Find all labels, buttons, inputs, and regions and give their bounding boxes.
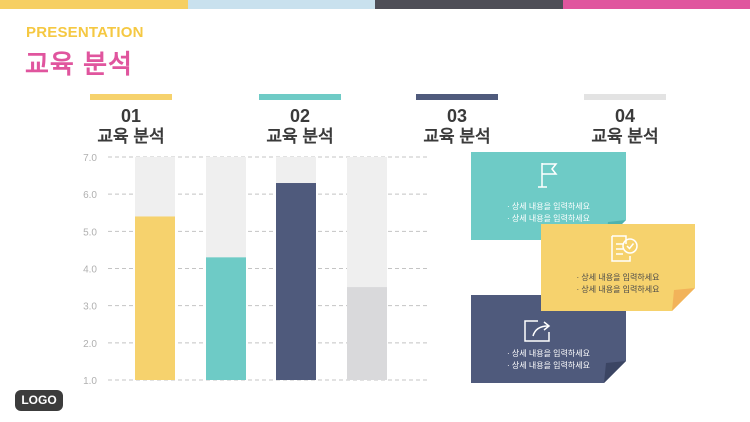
logo: LOGO [15, 390, 63, 411]
share-arrow-icon [523, 319, 553, 348]
note-text-line: · 상세 내용을 입력하세요 [507, 361, 590, 370]
column-number: 03 [446, 106, 468, 126]
column-accent-bar [90, 94, 172, 100]
note-card-2: · 상세 내용을 입력하세요 · 상세 내용을 입력하세요 [541, 224, 695, 311]
note-card-background [541, 224, 695, 311]
column-header-1: 01 교육 분석 [61, 94, 201, 148]
column-header-3: 03 교육 분석 [387, 94, 527, 148]
column-number: 01 [120, 106, 142, 126]
bar-03 [276, 183, 316, 380]
note-text-line: · 상세 내용을 입력하세요 [576, 273, 660, 282]
top-bar-segment-1 [0, 0, 188, 9]
top-bar-segment-4 [562, 0, 750, 9]
top-bar-segment-2 [187, 0, 375, 9]
top-bar-segment-3 [375, 0, 563, 9]
note-text-line: · 상세 내용을 입력하세요 [507, 202, 590, 211]
column-header-2: 02 교육 분석 [230, 94, 370, 148]
column-label: 교육 분석 [97, 127, 165, 146]
column-label: 교육 분석 [423, 127, 491, 146]
bar-04 [347, 287, 387, 380]
y-tick-label: 4.0 [83, 265, 97, 276]
column-number: 04 [614, 106, 636, 126]
page-title: 교육 분석 [25, 49, 133, 79]
column-accent-bar [584, 94, 666, 100]
column-header-4: 04 교육 분석 [555, 94, 695, 148]
flag-icon [537, 160, 561, 195]
bar-02 [206, 257, 246, 380]
y-tick-label: 2.0 [83, 339, 97, 350]
y-tick-label: 7.0 [83, 153, 97, 164]
y-tick-label: 3.0 [83, 302, 97, 313]
column-accent-bar [416, 94, 498, 100]
note-text-line: · 상세 내용을 입력하세요 [576, 285, 660, 294]
column-label: 교육 분석 [266, 127, 334, 146]
column-label: 교육 분석 [591, 127, 659, 146]
document-check-icon [609, 232, 639, 269]
eyebrow-text: PRESENTATION [26, 24, 144, 41]
column-accent-bar [259, 94, 341, 100]
y-tick-label: 6.0 [83, 190, 97, 201]
top-color-bar [0, 0, 750, 9]
y-tick-label: 5.0 [83, 227, 97, 238]
note-text-line: · 상세 내용을 입력하세요 [507, 349, 590, 358]
note-card-3: · 상세 내용을 입력하세요 · 상세 내용을 입력하세요 [471, 295, 626, 383]
column-number: 02 [289, 106, 311, 126]
y-tick-label: 1.0 [83, 376, 97, 387]
note-text-line: · 상세 내용을 입력하세요 [507, 214, 590, 223]
bar-01 [135, 216, 175, 380]
